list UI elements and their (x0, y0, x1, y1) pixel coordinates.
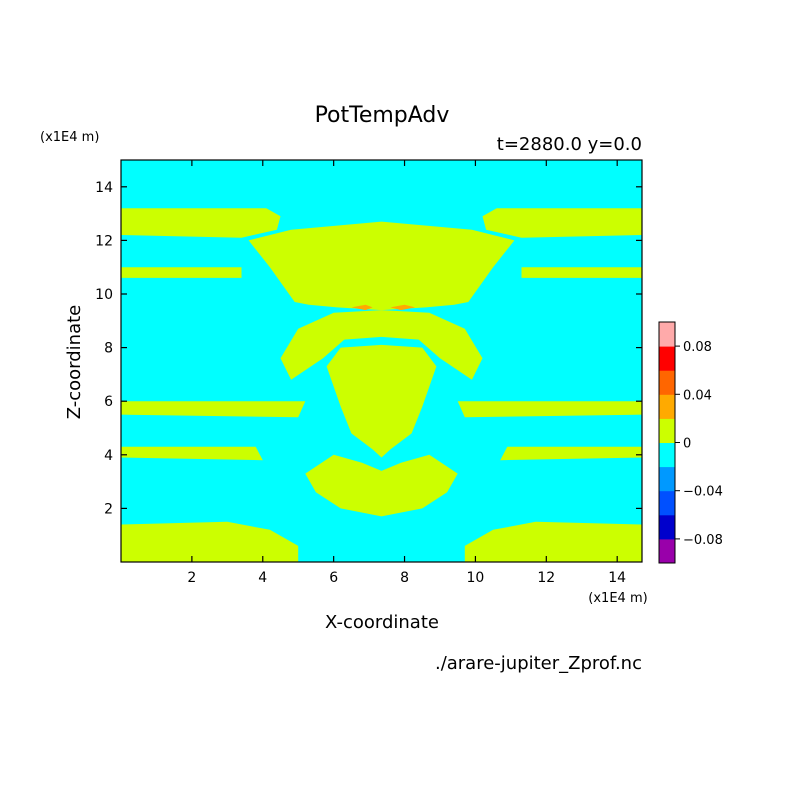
contour-region-stripe-4-right (500, 446, 642, 461)
contour-region-upper-band-left (121, 208, 281, 238)
y-axis-label: Z-coordinate (64, 305, 85, 420)
chart-subtitle: t=2880.0 y=0.0 (497, 134, 642, 155)
contour-region-mid-stripe-right (521, 267, 642, 278)
contour-region-upper-arch (248, 221, 515, 311)
colorbar-segment (659, 490, 675, 516)
x-tick-label: 2 (187, 570, 196, 586)
y-tick-label: 2 (104, 501, 113, 517)
x-tick-label: 4 (258, 570, 267, 586)
plot-area: 2 4 6 8 10 12 14 2 4 6 8 10 12 14 (95, 159, 643, 586)
colorbar-segment (659, 538, 675, 564)
colorbar-tick-label: 0.08 (683, 340, 712, 355)
chart-title: PotTempAdv (315, 103, 450, 128)
colorbar-segment (659, 442, 675, 468)
colorbar-segment (659, 418, 675, 443)
y-tick-label: 4 (104, 448, 113, 464)
y-tick-label: 10 (95, 287, 113, 303)
x-tick-label: 8 (400, 570, 409, 586)
contour-region-lower-structure (305, 454, 458, 517)
colorbar-tick-label: −0.08 (683, 533, 723, 548)
contour-region-stripe-6-right (457, 401, 642, 418)
contour-regions (121, 208, 642, 562)
colorbar-tick-label: 0 (683, 437, 691, 452)
y-tick-label: 14 (95, 180, 113, 196)
source-file-label: ./arare-jupiter_Zprof.nc (435, 653, 642, 674)
colorbar-segment (659, 370, 675, 395)
x-axis-label: X-coordinate (325, 612, 439, 633)
contour-region-orange-spot-right (390, 304, 416, 311)
colorbar-segment (659, 322, 675, 347)
colorbar-segment (659, 346, 675, 371)
plot-frame (120, 159, 643, 563)
x-tick-label: 12 (537, 570, 555, 586)
contour-region-mid-stripe-left (121, 267, 242, 278)
y-axis-ticks: 2 4 6 8 10 12 14 (95, 180, 642, 517)
y-tick-label: 6 (104, 394, 113, 410)
contour-region-central-body (326, 344, 437, 458)
contour-region-stripe-4-left (121, 446, 263, 461)
contour-region-orange-spot-left (351, 304, 373, 311)
x-tick-label: 6 (329, 570, 338, 586)
colorbar-segment (659, 466, 675, 492)
contour-region-bottom-right (464, 521, 642, 562)
y-tick-label: 12 (95, 233, 113, 249)
colorbar: −0.08 −0.04 0 0.04 0.08 (658, 321, 723, 564)
contour-region-dome (280, 310, 483, 380)
x-axis-ticks: 2 4 6 8 10 12 14 (187, 160, 626, 586)
x-tick-label: 10 (467, 570, 485, 586)
colorbar-segment (659, 394, 675, 419)
contour-region-upper-band-right (482, 208, 642, 238)
contour-region-stripe-6-left (121, 401, 306, 418)
colorbar-tick-label: 0.04 (683, 388, 712, 403)
x-tick-label: 14 (608, 570, 626, 586)
colorbar-segment (659, 514, 675, 540)
x-unit-label: (x1E4 m) (588, 591, 647, 606)
contour-region-bottom-left (121, 521, 299, 562)
y-tick-label: 8 (104, 341, 113, 357)
y-unit-label: (x1E4 m) (40, 130, 99, 145)
colorbar-tick-label: −0.04 (683, 485, 723, 500)
